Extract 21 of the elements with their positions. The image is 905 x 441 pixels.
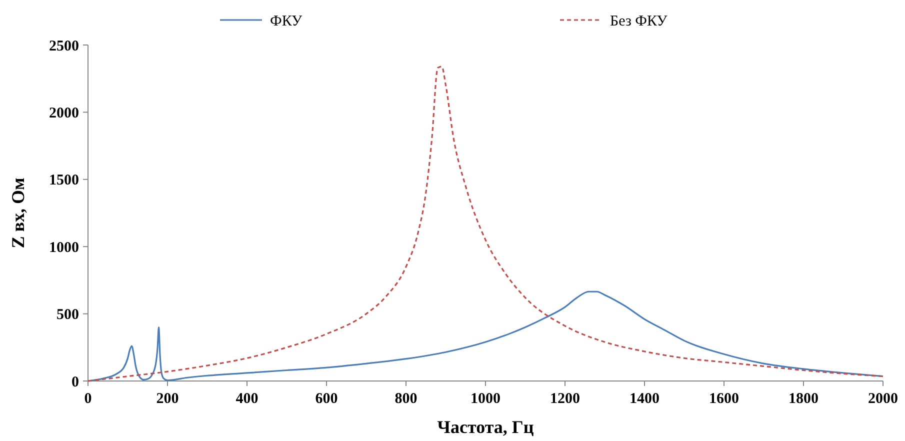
- x-tick-label: 200: [156, 391, 179, 407]
- y-tick-label: 500: [56, 307, 79, 324]
- y-axis-title: Z вх, Ом: [8, 178, 28, 248]
- x-tick-label: 400: [236, 391, 258, 407]
- y-tick-label: 2500: [49, 38, 79, 54]
- x-tick-label: 1400: [630, 391, 660, 407]
- y-tick-label: 0: [72, 374, 79, 390]
- y-tick-label: 1500: [49, 172, 79, 189]
- x-tick-label: 1000: [470, 391, 500, 407]
- x-tick-label: 600: [315, 391, 338, 407]
- x-axis-title: Частота, Гц: [437, 417, 534, 437]
- legend-label: Без ФКУ: [610, 13, 668, 30]
- y-tick-label: 2000: [49, 105, 79, 122]
- legend-label: ФКУ: [270, 13, 303, 30]
- x-tick-label: 800: [394, 391, 418, 407]
- x-tick-label: 1200: [550, 391, 580, 407]
- y-tick-label: 1000: [49, 240, 79, 256]
- x-tick-label: 1600: [709, 391, 739, 407]
- x-tick-label: 0: [84, 391, 92, 407]
- x-tick-label: 2000: [868, 391, 898, 407]
- x-tick-label: 1800: [788, 391, 818, 407]
